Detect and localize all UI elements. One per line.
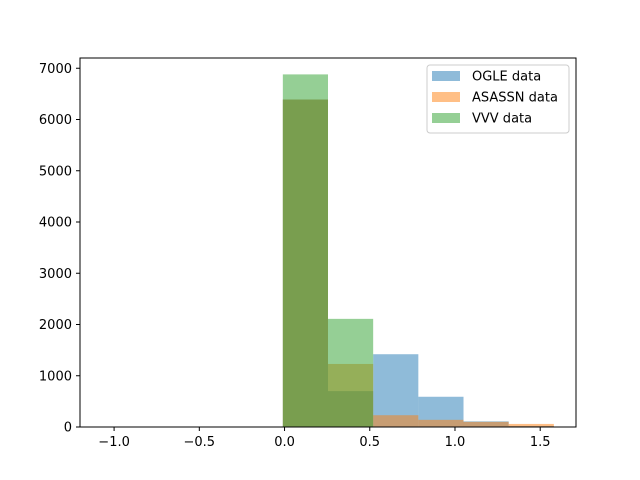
- x-tick-label: 1.5: [530, 435, 551, 450]
- asassn-data-bar-3: [418, 419, 464, 427]
- x-tick-label: 1.0: [445, 435, 466, 450]
- x-tick-label: −1.0: [98, 435, 130, 450]
- y-tick-label: 1000: [39, 369, 72, 384]
- y-tick-label: 6000: [39, 113, 72, 128]
- vvv-data-bar-1: [328, 318, 374, 427]
- x-tick-label: 0.5: [359, 435, 380, 450]
- y-axis: 0 1000 2000 3000 4000 5000 6000 7000: [39, 62, 80, 436]
- y-tick-label: 3000: [39, 267, 72, 282]
- asassn-data-bar-2: [373, 415, 419, 427]
- x-tick-label: −0.5: [184, 435, 216, 450]
- y-tick-label: 4000: [39, 216, 72, 231]
- vvv-data-bar-0: [282, 74, 328, 428]
- legend: OGLE data ASASSN data VVV data: [426, 64, 570, 134]
- ogle-data-legend-swatch: [432, 71, 460, 81]
- y-tick-label: 0: [64, 421, 72, 436]
- vvv-data-legend-label: VVV data: [472, 112, 532, 127]
- y-tick-label: 5000: [39, 164, 72, 179]
- x-tick-label: 0.0: [274, 435, 295, 450]
- legend-box: [426, 64, 570, 134]
- ogle-data-bar-2: [373, 354, 419, 427]
- axes-frame: [79, 57, 577, 428]
- y-tick-label: 2000: [39, 318, 72, 333]
- asassn-data-legend-swatch: [432, 92, 460, 102]
- asassn-data-bar-4: [463, 421, 509, 427]
- asassn-data-bar-5: [508, 423, 554, 427]
- y-tick-label: 7000: [39, 62, 72, 77]
- asassn-data-legend-label: ASASSN data: [472, 91, 558, 106]
- bars-layer: [282, 74, 554, 428]
- x-axis: −1.0 −0.5 0.0 0.5 1.0 1.5: [98, 427, 551, 450]
- vvv-data-legend-swatch: [432, 113, 460, 123]
- ogle-data-legend-label: OGLE data: [472, 70, 541, 85]
